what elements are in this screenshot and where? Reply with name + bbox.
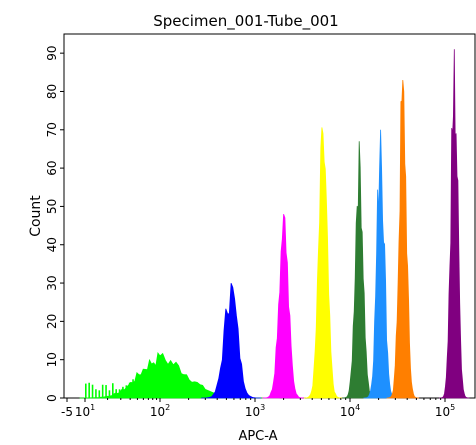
histogram-bar	[167, 390, 170, 398]
y-tick-label: 40	[45, 237, 59, 252]
histogram-bar	[139, 388, 141, 398]
histogram-bar	[85, 383, 87, 398]
x-tick-exponent: 2	[165, 403, 170, 412]
x-tick-label: 105	[435, 403, 455, 419]
histogram-bar	[115, 389, 117, 398]
series-layer	[79, 49, 470, 399]
histogram-series	[303, 127, 343, 399]
x-tick-exponent: 5	[450, 403, 455, 412]
histogram-bar	[128, 382, 131, 398]
x-tick-label: 101	[75, 403, 95, 419]
histogram-bar	[155, 381, 158, 398]
histogram-bar	[132, 379, 134, 398]
x-tick-base: 10	[245, 405, 260, 419]
histogram-bar	[176, 383, 178, 398]
histogram-bar	[188, 386, 191, 398]
histogram-bar	[152, 380, 155, 398]
y-tick-label: 0	[45, 394, 59, 402]
x-tick-base: -5	[61, 405, 73, 419]
x-tick-base: 10	[150, 405, 165, 419]
histogram-series	[439, 49, 470, 399]
x-axis-label: APC-A	[238, 429, 277, 444]
histogram-bar	[101, 384, 104, 398]
y-tick-label: 10	[45, 352, 59, 367]
plot-frame	[63, 33, 476, 399]
chart-title: Specimen_001-Tube_001	[153, 12, 338, 31]
histogram-bar	[91, 384, 94, 398]
x-tick-base: 10	[340, 405, 355, 419]
histogram-bar	[180, 389, 183, 398]
x-tick-exponent: 3	[260, 403, 265, 412]
y-tick-label: 30	[45, 275, 59, 290]
histogram-series	[262, 213, 305, 399]
x-tick-label: 104	[340, 403, 360, 419]
histogram-bar	[108, 390, 111, 398]
histogram-bar	[163, 379, 165, 398]
histogram-bar	[125, 385, 128, 398]
histogram-series	[386, 79, 420, 399]
y-tick-label: 50	[45, 199, 59, 214]
x-tick-label: 103	[245, 403, 265, 419]
histogram-bar	[118, 389, 121, 398]
x-tick-label: -5	[61, 405, 73, 419]
histogram-bar	[159, 383, 161, 398]
histogram-bar	[142, 390, 144, 398]
y-tick-label: 20	[45, 314, 59, 329]
histogram-bar	[105, 385, 107, 398]
histogram-bar	[145, 380, 148, 398]
x-tick-base: 10	[75, 405, 90, 419]
histogram-bar	[112, 383, 114, 398]
x-tick-label: 102	[150, 403, 170, 419]
y-tick-label: 80	[45, 84, 59, 99]
y-tick-label: 70	[45, 122, 59, 137]
y-axis-label: Count	[28, 195, 44, 237]
y-tick-label: 90	[45, 46, 59, 61]
histogram-bar	[149, 378, 151, 398]
histogram-bar	[98, 390, 101, 398]
histogram-bar	[184, 383, 187, 398]
x-tick-exponent: 4	[355, 403, 360, 412]
x-tick-base: 10	[435, 405, 450, 419]
histogram-bar	[135, 380, 138, 398]
histogram-bar	[171, 386, 174, 398]
histogram-series	[201, 282, 261, 399]
histogram-bar	[88, 382, 90, 398]
histogram-bar	[95, 389, 97, 398]
histogram-bar	[122, 386, 124, 398]
y-tick-label: 60	[45, 160, 59, 175]
plot-area	[63, 33, 476, 399]
x-tick-exponent: 1	[90, 403, 95, 412]
